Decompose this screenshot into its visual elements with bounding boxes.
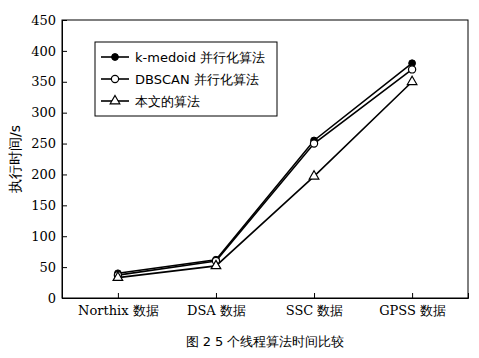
- y-tick-mark: [62, 205, 67, 206]
- y-tick-mark: [62, 174, 67, 175]
- y-tick: 250: [31, 136, 67, 151]
- plot: 0 50 100 150 200 250 300 350 400 450 Northix 数据 DSA…: [31, 13, 468, 319]
- x-tick-label: Northix 数据: [78, 303, 159, 318]
- series-marker: [113, 272, 123, 280]
- legend-box: [95, 42, 277, 116]
- y-tick-label: 450: [31, 13, 56, 28]
- legend-marker: [112, 54, 119, 61]
- y-tick-label: 0: [48, 291, 56, 306]
- y-tick: 350: [31, 74, 67, 89]
- y-tick-label: 200: [31, 167, 56, 182]
- y-axis-title: 执行时间/s: [7, 125, 23, 193]
- legend-label: k-medoid 并行化算法: [135, 50, 265, 65]
- y-axis-line: [63, 21, 68, 299]
- series-marker: [407, 76, 417, 84]
- series-marker: [309, 171, 319, 179]
- y-tick-mark: [62, 113, 67, 114]
- x-axis: Northix 数据 DSA 数据 SSC 数据 GPSS 数据: [63, 293, 469, 318]
- x-tick: Northix 数据: [78, 293, 159, 318]
- x-tick: GPSS 数据: [379, 293, 446, 318]
- y-tick-mark: [62, 267, 67, 268]
- y-tick-label: 100: [31, 229, 56, 244]
- y-tick: 150: [31, 198, 67, 213]
- series-marker: [409, 66, 416, 73]
- y-tick: 50: [39, 260, 67, 275]
- y-tick: 100: [31, 229, 67, 244]
- x-tick-label: SSC 数据: [286, 303, 344, 318]
- x-tick-mark: [412, 293, 413, 298]
- legend-marker: [110, 95, 120, 103]
- x-axis-line: [63, 293, 469, 299]
- y-tick: 450: [31, 13, 67, 28]
- x-tick-mark: [118, 293, 119, 298]
- y-tick-mark: [62, 20, 67, 21]
- y-tick: 300: [31, 105, 67, 120]
- y-tick-label: 350: [31, 74, 56, 89]
- y-tick-label: 50: [39, 260, 56, 275]
- x-tick-mark: [314, 293, 315, 298]
- y-axis: 0 50 100 150 200 250 300 350 400 450: [31, 13, 67, 306]
- chart: 0 50 100 150 200 250 300 350 400 450 Northix 数据 DSA…: [0, 0, 479, 358]
- y-tick: 200: [31, 167, 67, 182]
- series-marker: [211, 260, 221, 268]
- y-tick-mark: [62, 236, 67, 237]
- y-tick-mark: [62, 144, 67, 145]
- y-tick-label: 300: [31, 105, 56, 120]
- y-tick-mark: [62, 51, 67, 52]
- x-tick-label: GPSS 数据: [379, 303, 446, 318]
- x-tick: SSC 数据: [286, 293, 344, 318]
- legend-marker: [111, 75, 118, 82]
- legend-label: DBSCAN 并行化算法: [135, 72, 259, 87]
- y-tick-label: 150: [31, 198, 56, 213]
- x-tick-label: DSA 数据: [187, 303, 246, 318]
- x-tick-mark: [216, 293, 217, 298]
- plot-frame: [62, 20, 468, 298]
- y-tick: 400: [31, 44, 67, 59]
- chart-title: 图 2 5 个线程算法时间比较: [186, 334, 345, 349]
- y-tick-mark: [62, 82, 67, 83]
- series-marker: [310, 140, 317, 147]
- y-tick-label: 400: [31, 44, 56, 59]
- y-tick-label: 250: [31, 136, 56, 151]
- x-tick: DSA 数据: [187, 293, 246, 318]
- legend-label: 本文的算法: [135, 94, 200, 109]
- legend: k-medoid 并行化算法 DBSCAN 并行化算法本文的算法: [95, 42, 277, 116]
